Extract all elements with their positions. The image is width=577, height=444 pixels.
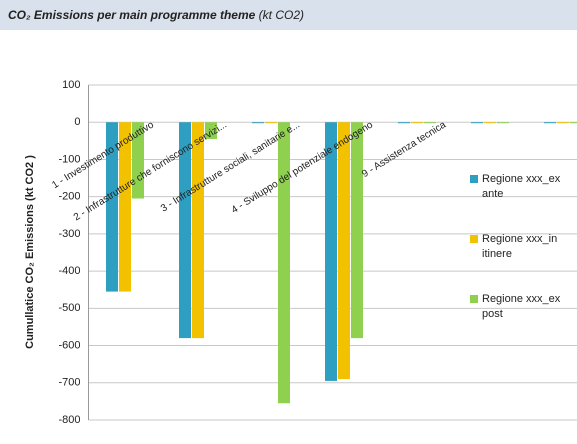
bar [179, 122, 191, 339]
x-tick-label: 2 - Infrastrutture che forniscono serviz… [72, 119, 229, 223]
chart-title: CO₂ Emissions per main programme theme (… [8, 8, 304, 22]
bar [484, 122, 496, 124]
legend-item: Regione xxx_ex ante [470, 172, 570, 202]
bar [544, 122, 556, 124]
bar [325, 122, 337, 381]
legend-item: Regione xxx_ex post [470, 292, 570, 322]
legend-swatch [470, 295, 478, 303]
y-tick-label: -700 [58, 377, 80, 389]
legend-label: Regione xxx_in itinere [482, 233, 558, 260]
y-tick-label: 0 [74, 116, 80, 128]
bar [338, 122, 350, 380]
y-tick-label: 100 [62, 79, 80, 91]
y-tick-label: -400 [58, 265, 80, 277]
y-tick-label: -800 [58, 414, 80, 426]
y-tick-label: -200 [58, 191, 80, 203]
y-axis-label: Cumullatice CO₂ Emissions (kt CO2 ) [24, 155, 36, 349]
title-unit: (kt CO2) [259, 8, 304, 22]
title-main: CO₂ Emissions per main programme theme [8, 8, 256, 22]
legend-item: Regione xxx_in itinere [470, 232, 570, 262]
bar [557, 122, 569, 124]
y-tick-label: -100 [58, 153, 80, 165]
legend-label: Regione xxx_ex ante [482, 173, 561, 200]
y-tick-label: -500 [58, 302, 80, 314]
bar [132, 122, 144, 199]
bar [119, 122, 131, 292]
bar [570, 122, 577, 124]
bar [398, 122, 410, 124]
bar [471, 122, 483, 124]
bar [497, 122, 509, 124]
y-tick-label: -300 [58, 228, 80, 240]
bar [278, 122, 290, 404]
legend-label: Regione xxx_ex post [482, 293, 561, 320]
bar [265, 122, 277, 124]
bar [424, 122, 436, 124]
bar [205, 122, 217, 139]
y-tick-label: -600 [58, 339, 80, 351]
header-band [0, 0, 577, 30]
legend-swatch [470, 175, 478, 183]
bar [192, 122, 204, 339]
legend-swatch [470, 235, 478, 243]
bar [252, 122, 264, 124]
bar [411, 122, 423, 124]
bar [106, 122, 118, 292]
bar [351, 122, 363, 339]
